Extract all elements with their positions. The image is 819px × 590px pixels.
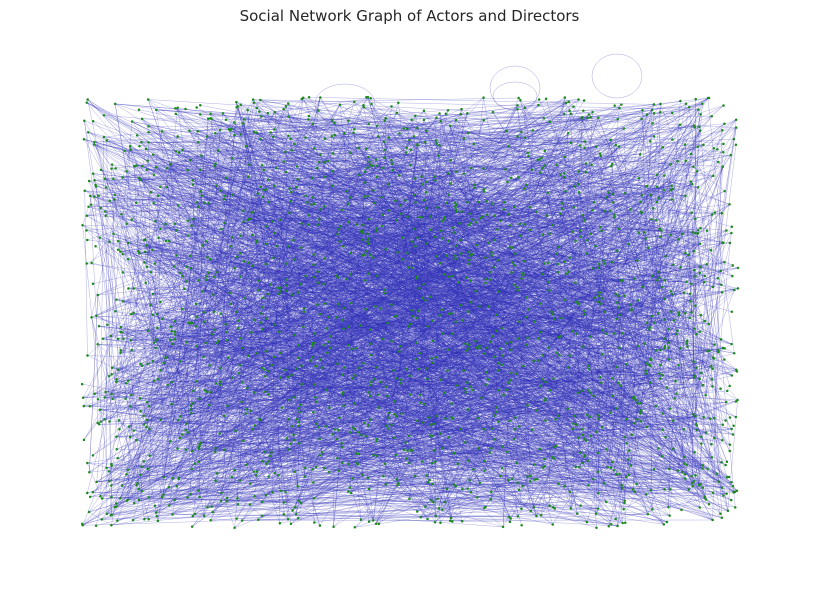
self-loop-3 <box>492 81 538 111</box>
chart-title: Social Network Graph of Actors and Direc… <box>239 7 580 25</box>
self-loop-1 <box>314 83 376 125</box>
self-loop-layer <box>314 53 643 125</box>
edge-layer <box>81 96 739 528</box>
network-edges <box>81 96 739 528</box>
network-nodes <box>80 95 740 530</box>
self-loop-4 <box>591 53 643 99</box>
node-layer <box>80 95 740 530</box>
